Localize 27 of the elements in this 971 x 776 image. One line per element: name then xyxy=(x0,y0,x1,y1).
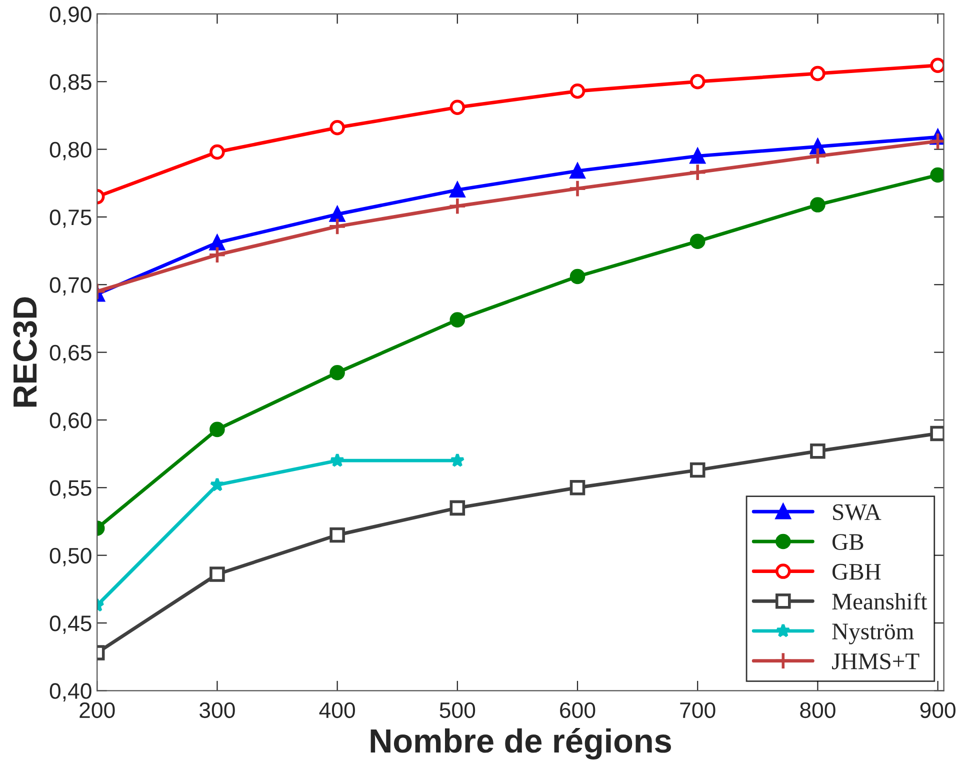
x-tick-label: 700 xyxy=(680,702,716,718)
x-tick-label: 300 xyxy=(200,702,235,718)
x-tick-label: 900 xyxy=(920,702,956,718)
x-tick-label: 400 xyxy=(319,702,355,718)
y-tick-label: 0,90 xyxy=(50,6,92,25)
y-tick-label: 0,40 xyxy=(50,683,92,702)
y-tick-label: 0,50 xyxy=(50,548,92,566)
y-tick-label: 0,85 xyxy=(50,74,92,93)
y-tick-label: 0,45 xyxy=(50,616,92,634)
y-axis-title: REC3D xyxy=(13,297,37,407)
y-tick-label: 0,70 xyxy=(50,277,92,296)
x-axis-title: Nombre de régions xyxy=(370,728,671,760)
y-tick-label: 0,80 xyxy=(50,142,92,160)
x-tick-label: 200 xyxy=(80,702,115,718)
y-tick-label: 0,65 xyxy=(50,344,92,364)
x-tick-label: 500 xyxy=(440,702,476,718)
x-tick-label: 800 xyxy=(800,702,836,718)
y-tick-label: 0,55 xyxy=(50,480,92,499)
legend-label: GB xyxy=(832,534,864,550)
y-tick-label: 0,60 xyxy=(50,412,92,431)
y-tick-label: 0,75 xyxy=(50,210,92,228)
legend-label: GBH xyxy=(832,564,881,580)
legend-label: SWA xyxy=(833,504,882,520)
legend-label: Nyström xyxy=(832,624,914,644)
legend-label: JHMS+T xyxy=(832,653,920,670)
x-tick-label: 600 xyxy=(560,702,596,718)
legend-label: Meanshift xyxy=(832,592,928,610)
